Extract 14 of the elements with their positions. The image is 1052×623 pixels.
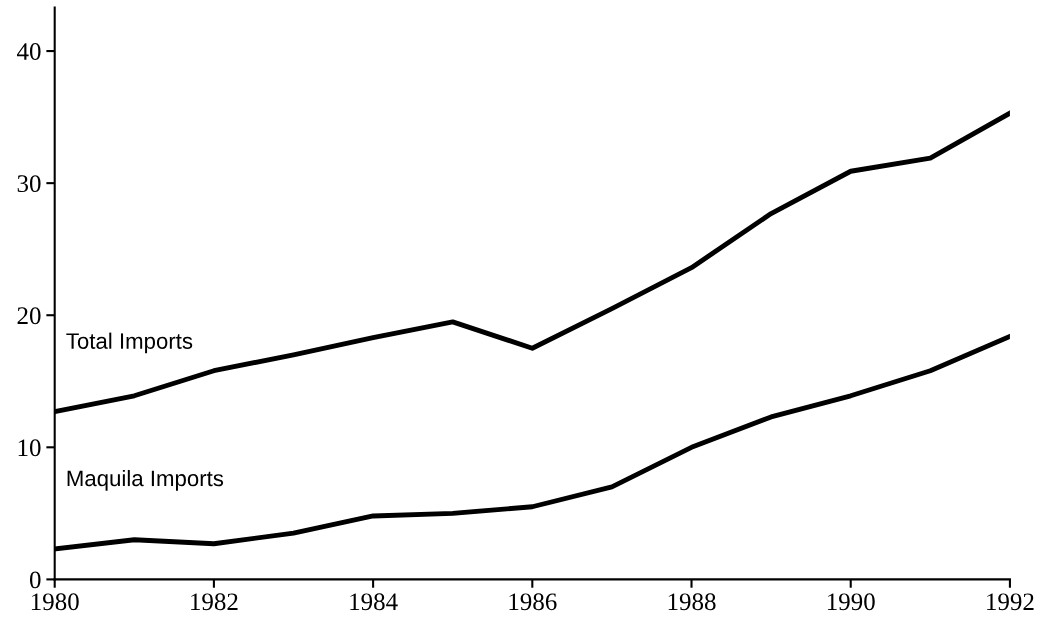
text: Maquila Imports xyxy=(67,469,224,491)
x-tick-label: 1982 xyxy=(191,593,238,611)
x-tick-label: 1990 xyxy=(827,593,875,611)
x-tick-label: 1992 xyxy=(987,593,1034,611)
x-tick-label: 1984 xyxy=(350,593,398,611)
x-tick-label: 1980 xyxy=(31,593,79,611)
y-tick-label: 40 xyxy=(17,43,41,60)
y-tick-label: 20 xyxy=(17,307,41,325)
y-tick-label: 0 xyxy=(29,571,41,589)
y-tick-label: 10 xyxy=(18,439,41,457)
y-tick-label: 30 xyxy=(17,175,41,193)
x-tick-label: 1988 xyxy=(668,593,716,611)
series-label: Total Imports xyxy=(66,332,193,354)
x-tick-label: 1986 xyxy=(509,593,557,611)
